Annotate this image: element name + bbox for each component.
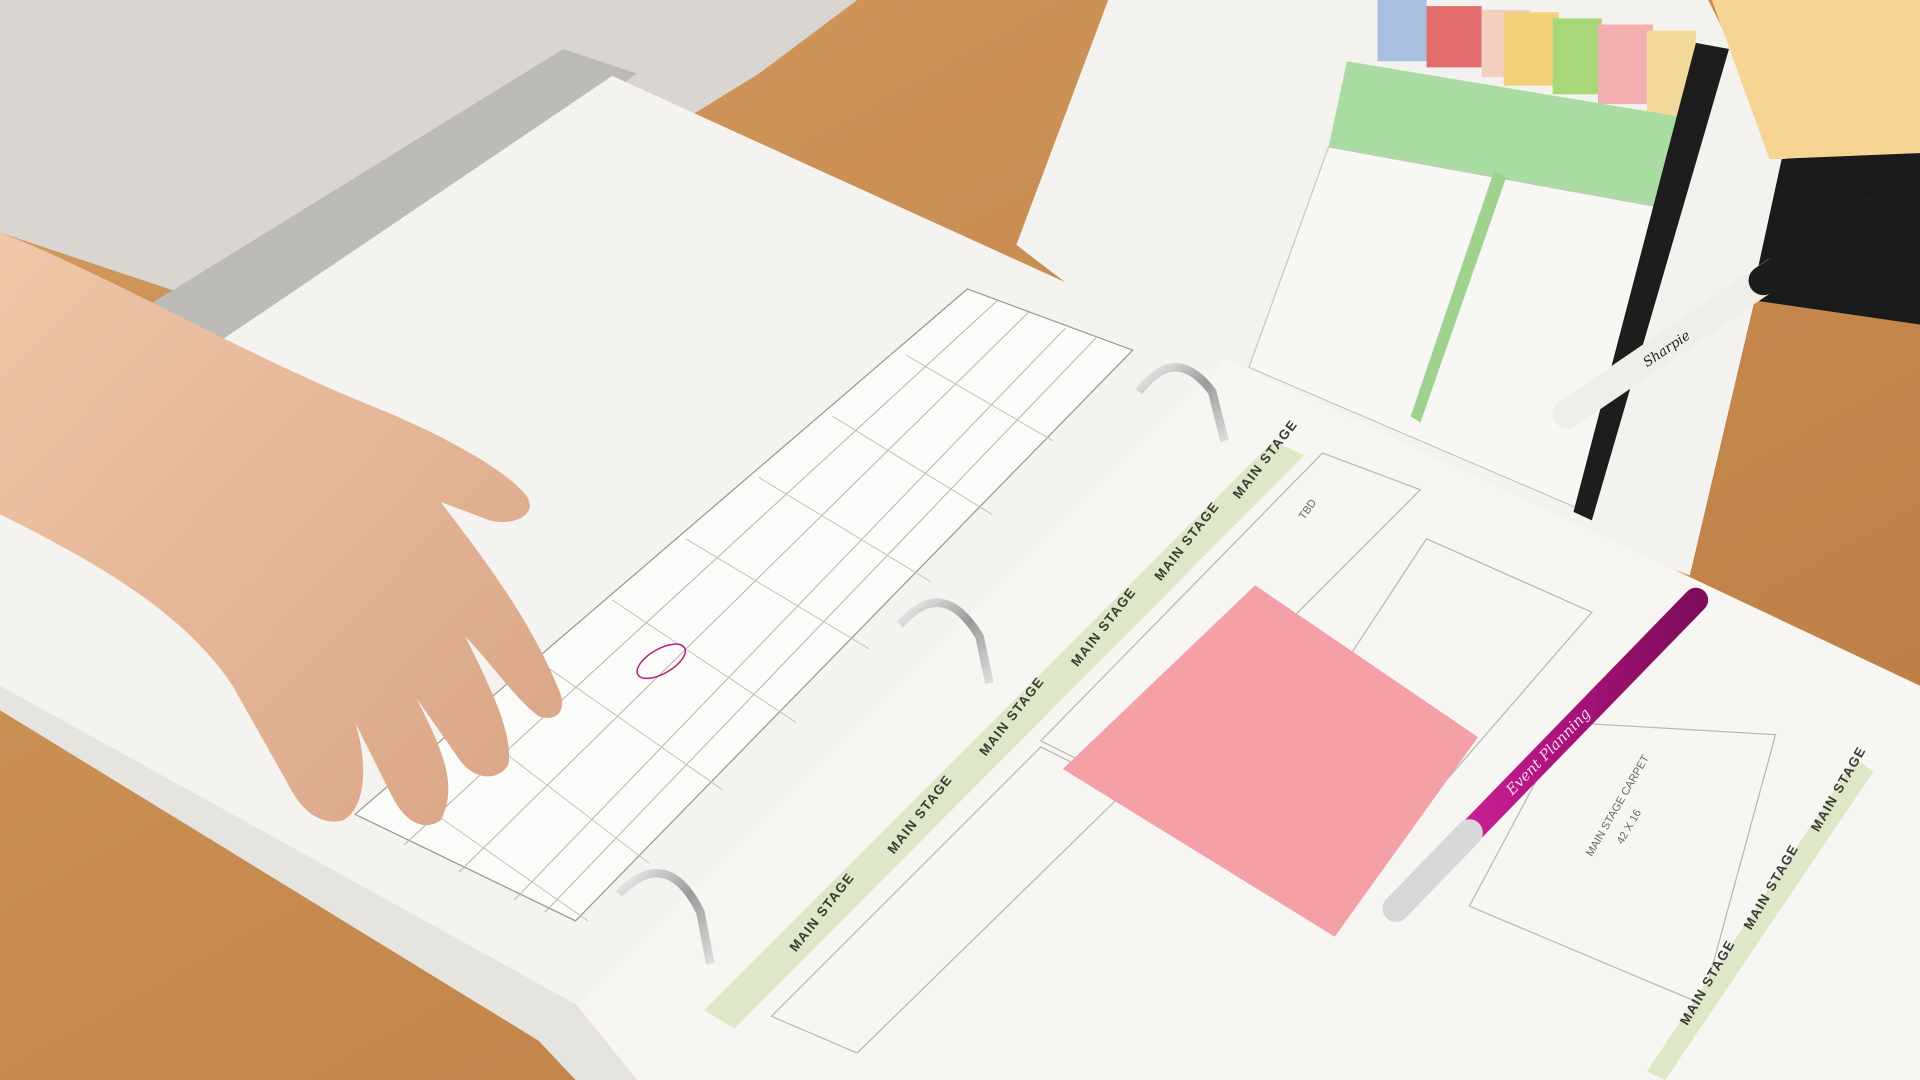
schedule-green-line <box>1410 171 1507 423</box>
binder-ring <box>1135 363 1229 442</box>
label-band <box>704 440 1305 1029</box>
schedule-black-strip <box>1573 42 1729 521</box>
schedule-green-band <box>1328 61 1678 209</box>
yellow-sticky-notes <box>1711 0 1920 160</box>
spreadsheet-table <box>353 288 1134 922</box>
schedule-color-header <box>1377 0 1696 117</box>
binder-cover-back <box>146 48 637 368</box>
binder-ring <box>896 598 994 685</box>
pink-sticky-note <box>1062 585 1478 937</box>
right-label-band <box>1646 759 1874 1080</box>
circled-entry <box>636 643 687 680</box>
binder-rings <box>615 363 1229 965</box>
binder-ring <box>615 869 715 965</box>
hand <box>0 232 563 826</box>
